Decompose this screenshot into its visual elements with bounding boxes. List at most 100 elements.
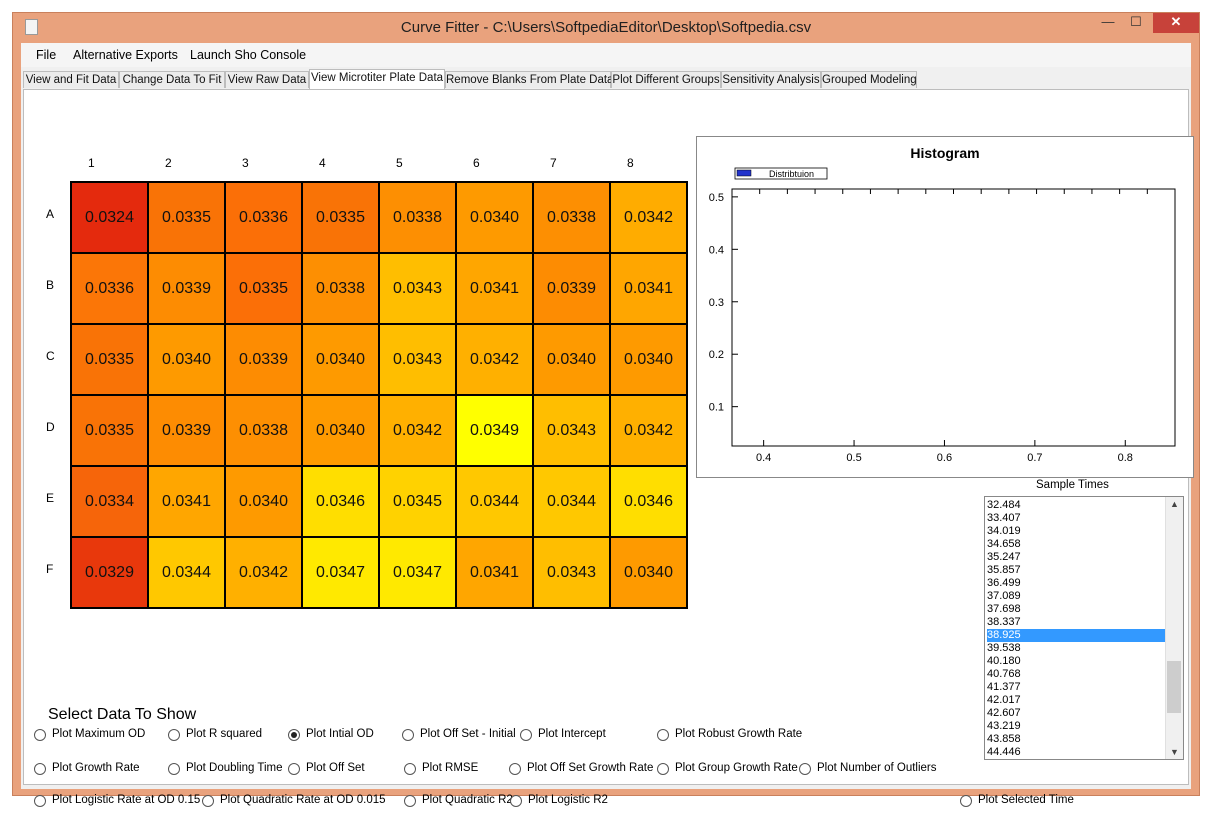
plate-well[interactable]: 0.0342 <box>610 182 687 253</box>
sample-time-item[interactable]: 42.017 <box>987 694 1021 706</box>
tab-remove-blanks[interactable]: Remove Blanks From Plate Data <box>445 71 613 88</box>
plate-well[interactable]: 0.0340 <box>225 466 302 537</box>
plate-well[interactable]: 0.0334 <box>71 466 148 537</box>
menu-launch-sho-console[interactable]: Launch Sho Console <box>190 48 307 62</box>
plate-well[interactable]: 0.0339 <box>148 395 225 466</box>
radio-circle-icon[interactable] <box>960 795 972 807</box>
plate-well[interactable]: 0.0342 <box>379 395 456 466</box>
radio-circle-icon[interactable] <box>510 795 522 807</box>
sample-time-item[interactable]: 43.219 <box>987 720 1021 732</box>
plate-well[interactable]: 0.0340 <box>533 324 610 395</box>
radio-circle-icon[interactable] <box>34 795 46 807</box>
plate-well[interactable]: 0.0343 <box>379 253 456 324</box>
plate-well[interactable]: 0.0346 <box>302 466 379 537</box>
plate-well[interactable]: 0.0347 <box>379 537 456 608</box>
plate-well[interactable]: 0.0335 <box>148 182 225 253</box>
menu-file[interactable]: File <box>36 48 57 62</box>
plate-well[interactable]: 0.0339 <box>148 253 225 324</box>
close-button[interactable]: ✕ <box>1153 13 1199 33</box>
plate-well[interactable]: 0.0340 <box>302 395 379 466</box>
plate-well[interactable]: 0.0339 <box>533 253 610 324</box>
radio-circle-icon[interactable] <box>288 729 300 741</box>
sample-time-item[interactable]: 38.337 <box>987 616 1021 628</box>
menu-alternative-exports[interactable]: Alternative Exports <box>73 48 178 62</box>
sample-time-item[interactable]: 40.768 <box>987 668 1021 680</box>
app-icon[interactable] <box>25 19 38 35</box>
tab-sensitivity-analysis[interactable]: Sensitivity Analysis <box>721 71 821 88</box>
plate-well[interactable]: 0.0345 <box>379 466 456 537</box>
tab-view-raw-data[interactable]: View Raw Data <box>225 71 309 88</box>
radio-circle-icon[interactable] <box>404 763 416 775</box>
sample-time-item[interactable]: 35.247 <box>987 551 1021 563</box>
plate-well[interactable]: 0.0338 <box>379 182 456 253</box>
sample-time-item[interactable]: 37.089 <box>987 590 1021 602</box>
tab-change-data-to-fit[interactable]: Change Data To Fit <box>119 71 225 88</box>
plate-well[interactable]: 0.0341 <box>456 253 533 324</box>
radio-circle-icon[interactable] <box>520 729 532 741</box>
list-scrollbar[interactable]: ▲ ▼ <box>1165 497 1183 759</box>
scroll-thumb[interactable] <box>1167 661 1181 713</box>
plate-well[interactable]: 0.0340 <box>610 324 687 395</box>
radio-circle-icon[interactable] <box>168 729 180 741</box>
radio-circle-icon[interactable] <box>402 729 414 741</box>
sample-time-item[interactable]: 40.180 <box>987 655 1021 667</box>
sample-time-item[interactable]: 43.858 <box>987 733 1021 745</box>
plate-well[interactable]: 0.0344 <box>148 537 225 608</box>
radio-circle-icon[interactable] <box>202 795 214 807</box>
plate-well[interactable]: 0.0336 <box>225 182 302 253</box>
plate-well[interactable]: 0.0340 <box>456 182 533 253</box>
radio-circle-icon[interactable] <box>404 795 416 807</box>
sample-time-item[interactable]: 44.446 <box>987 746 1021 758</box>
plate-well[interactable]: 0.0340 <box>610 537 687 608</box>
plate-well[interactable]: 0.0338 <box>302 253 379 324</box>
plate-well[interactable]: 0.0335 <box>302 182 379 253</box>
plate-well[interactable]: 0.0346 <box>610 466 687 537</box>
sample-time-item[interactable]: 41.377 <box>987 681 1021 693</box>
tab-grouped-modeling[interactable]: Grouped Modeling <box>821 71 917 88</box>
radio-circle-icon[interactable] <box>509 763 521 775</box>
tab-view-microtiter-plate-data[interactable]: View Microtiter Plate Data <box>309 69 445 89</box>
plate-well[interactable]: 0.0343 <box>533 537 610 608</box>
plate-well[interactable]: 0.0344 <box>456 466 533 537</box>
plate-well[interactable]: 0.0344 <box>533 466 610 537</box>
plate-well[interactable]: 0.0329 <box>71 537 148 608</box>
plate-well[interactable]: 0.0341 <box>610 253 687 324</box>
plate-well[interactable]: 0.0342 <box>610 395 687 466</box>
scroll-down-icon[interactable]: ▼ <box>1170 747 1179 757</box>
radio-circle-icon[interactable] <box>168 763 180 775</box>
plate-well[interactable]: 0.0335 <box>71 324 148 395</box>
sample-time-item[interactable]: 38.925 <box>987 629 1167 642</box>
plate-well[interactable]: 0.0342 <box>225 537 302 608</box>
minimize-button[interactable]: — <box>1101 14 1115 29</box>
sample-time-item[interactable]: 39.538 <box>987 642 1021 654</box>
sample-time-item[interactable]: 32.484 <box>987 499 1021 511</box>
radio-circle-icon[interactable] <box>657 763 669 775</box>
tab-plot-different-groups[interactable]: Plot Different Groups <box>611 71 721 88</box>
sample-time-item[interactable]: 33.407 <box>987 512 1021 524</box>
radio-circle-icon[interactable] <box>34 763 46 775</box>
plate-well[interactable]: 0.0339 <box>225 324 302 395</box>
plate-well[interactable]: 0.0341 <box>456 537 533 608</box>
plate-well[interactable]: 0.0341 <box>148 466 225 537</box>
plate-well[interactable]: 0.0336 <box>71 253 148 324</box>
sample-time-item[interactable]: 35.857 <box>987 564 1021 576</box>
plate-well[interactable]: 0.0340 <box>302 324 379 395</box>
plate-well[interactable]: 0.0338 <box>225 395 302 466</box>
radio-circle-icon[interactable] <box>799 763 811 775</box>
plate-well[interactable]: 0.0347 <box>302 537 379 608</box>
sample-times-list[interactable]: 32.484 33.407 34.019 34.658 35.247 35.857 36.4… <box>984 496 1184 760</box>
sample-time-item[interactable]: 34.658 <box>987 538 1021 550</box>
radio-circle-icon[interactable] <box>34 729 46 741</box>
plate-well[interactable]: 0.0343 <box>379 324 456 395</box>
plate-well[interactable]: 0.0338 <box>533 182 610 253</box>
tab-view-and-fit-data[interactable]: View and Fit Data <box>23 71 119 88</box>
title-bar[interactable]: Curve Fitter - C:\Users\SoftpediaEditor\… <box>13 13 1199 43</box>
scroll-up-icon[interactable]: ▲ <box>1170 499 1179 509</box>
plate-well[interactable]: 0.0340 <box>148 324 225 395</box>
sample-time-item[interactable]: 36.499 <box>987 577 1021 589</box>
plate-well[interactable]: 0.0335 <box>71 395 148 466</box>
plate-well[interactable]: 0.0349 <box>456 395 533 466</box>
plate-well[interactable]: 0.0335 <box>225 253 302 324</box>
maximize-button[interactable]: ☐ <box>1130 14 1142 29</box>
sample-time-item[interactable]: 42.607 <box>987 707 1021 719</box>
